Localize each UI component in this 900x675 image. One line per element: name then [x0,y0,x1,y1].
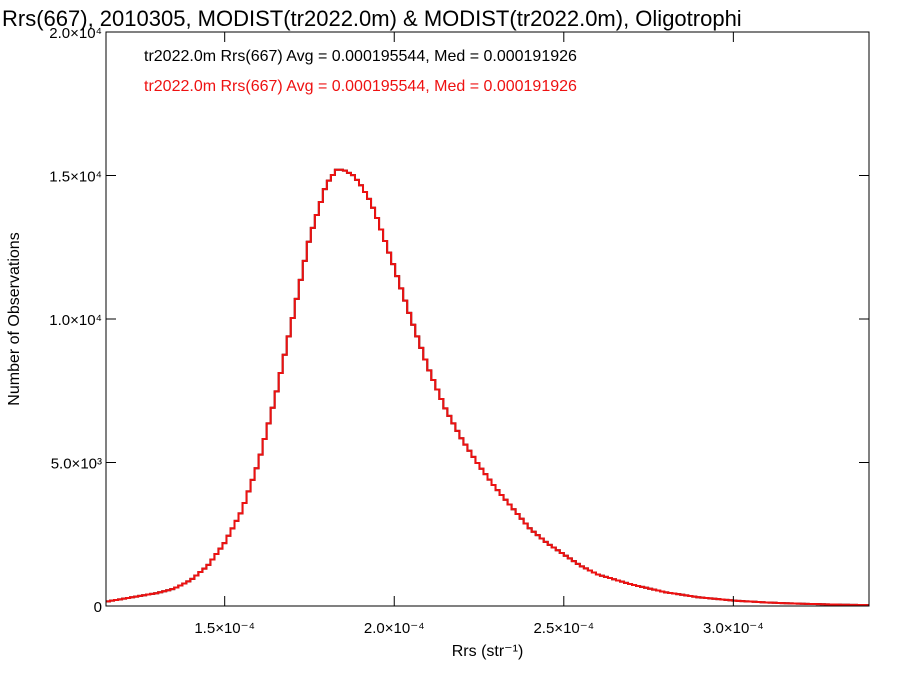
x-axis-label: Rrs (str⁻¹) [452,643,524,660]
y-tick-label: 5.0×10³ [51,456,102,473]
x-tick-label: 1.5×10⁻⁴ [194,620,255,637]
annotation-black: tr2022.0m Rrs(667) Avg = 0.000195544, Me… [144,48,577,65]
x-tick-label: 2.5×10⁻⁴ [533,620,594,637]
plot-frame [105,31,870,607]
series-layer [106,168,869,607]
x-tick-label: 3.0×10⁻⁴ [703,620,764,637]
series-line-1 [106,168,869,607]
tick-layer: 1.5×10⁻⁴ 2.0×10⁻⁴ 2.5×10⁻⁴ 3.0×10⁻⁴ 0 5.0×10³… [49,25,869,637]
y-axis-label: Number of Observations [6,232,23,405]
y-tick-label: 1.0×10⁴ [49,312,102,329]
annotation-red: tr2022.0m Rrs(667) Avg = 0.000195544, Me… [144,78,577,95]
x-tick-label: 2.0×10⁻⁴ [364,620,425,637]
y-tick-label: 0 [94,599,102,616]
y-tick-label: 2.0×10⁴ [49,25,102,42]
series-line-0 [106,168,869,607]
chart-title: Rrs(667), 2010305, MODIST(tr2022.0m) & M… [2,6,742,31]
y-tick-label: 1.5×10⁴ [49,169,102,186]
